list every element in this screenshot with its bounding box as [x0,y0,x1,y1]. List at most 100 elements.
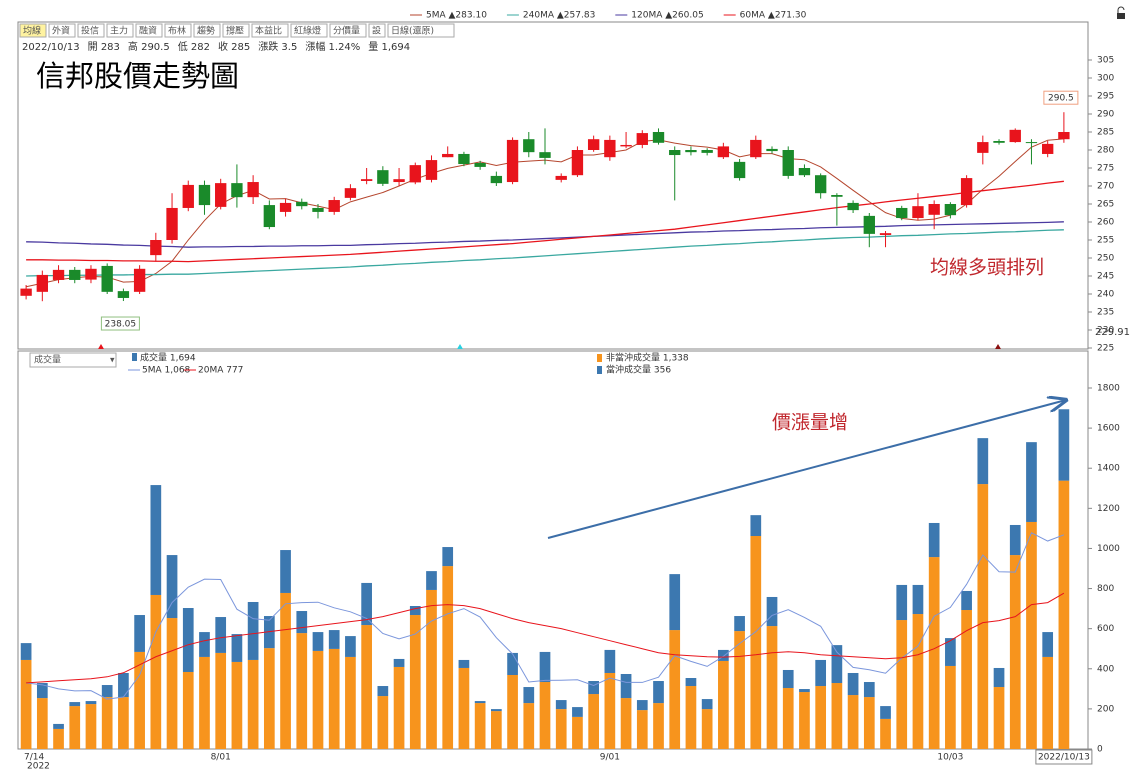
y-tick-label: 1400 [1097,464,1120,474]
volume-bar [20,659,32,749]
toolbar-button[interactable] [106,23,134,38]
volume-bar [685,686,697,749]
toolbar-label[interactable]: 設 [372,25,381,37]
volume-bar [296,633,308,749]
ma-line [26,229,1064,277]
volume-bar [1026,521,1037,749]
toolbar-button[interactable] [329,23,367,38]
y-tick-label: 600 [1097,624,1114,634]
toolbar-label[interactable]: 投信 [81,25,99,37]
volume-bar [474,701,486,704]
trend-arrow [547,400,1066,539]
volume-ma-line [26,592,1065,684]
candle-body [458,153,470,165]
candle-body [814,175,827,194]
max-marker: 290.5 [1048,94,1074,104]
x-label-box [1035,749,1093,765]
x-tick-label: 8/01 [211,753,231,763]
candle-body [182,184,194,208]
candle-body [604,139,616,158]
y-tick-label: 1800 [1097,384,1120,394]
volume-bar [636,700,648,711]
volume-bar [945,665,956,749]
volume-bar [782,669,794,689]
volume-bar [523,687,535,704]
volume-bar [799,692,810,749]
volume-bar [118,697,129,749]
volume-bar [912,584,924,615]
candle-body [847,202,859,211]
volume-bar [620,698,632,749]
y-tick-label: 285 [1097,128,1114,138]
volume-bar [442,547,454,567]
toolbar-button[interactable] [251,23,289,38]
toolbar-button[interactable] [290,23,328,38]
toolbar-label[interactable]: 趨勢 [197,25,215,37]
toolbar-label[interactable]: 紅綠燈 [294,25,321,37]
volume-bar [182,608,194,672]
volume-bar [85,704,97,749]
volume-bar [766,626,778,749]
toolbar-label[interactable]: 撐壓 [226,25,244,37]
info-text: 低 282 [178,40,210,53]
info-text: 開 283 [88,41,120,53]
toolbar-button[interactable] [48,23,76,38]
toolbar-label[interactable]: 外資 [52,25,70,37]
candle-body [636,133,648,145]
toolbar-label[interactable]: 日線(還原) [391,25,434,37]
volume-bar [669,574,681,631]
toolbar-label[interactable]: 布林 [168,25,186,37]
y-tick-label: 275 [1097,164,1114,174]
candle-body [912,206,924,219]
candle-body [701,150,713,153]
y-tick-label: 1200 [1097,504,1120,514]
volume-bar [199,656,210,749]
volume-bar [231,661,243,749]
toolbar-button[interactable] [222,23,250,38]
volume-bar [426,589,437,749]
selector-label[interactable]: 成交量 [34,354,61,366]
toolbar-button[interactable] [368,23,386,38]
volume-bar [199,632,210,657]
selector[interactable] [29,352,117,368]
volume-bar [993,667,1005,688]
candle-body [279,202,292,212]
toolbar-button[interactable] [135,23,163,38]
volume-bar [215,617,227,653]
volume-bar [1058,409,1070,481]
candle-body [1058,132,1070,140]
candle-body [52,269,65,280]
toolbar-label[interactable]: 本益比 [255,25,282,37]
candle-body [782,150,794,176]
toolbar-button[interactable] [387,23,455,38]
candle-body [1009,129,1021,143]
candle-body [101,265,113,292]
volume-bar [977,438,989,485]
toolbar-button[interactable] [164,23,192,38]
y-tick-label: 255 [1097,236,1114,246]
candle-body [133,268,146,292]
candle-body [69,269,81,280]
x-year-label: 2022 [27,762,50,770]
toolbar-button[interactable] [77,23,105,38]
info-text: 漲幅 1.24% [305,40,360,53]
toolbar-button[interactable] [193,23,221,38]
toolbar-label[interactable]: 分價量 [333,26,360,37]
toolbar-label[interactable]: 主力 [110,25,128,37]
candle-body [393,179,405,183]
volume-bar [912,614,924,749]
y-tick-label: 230 [1097,326,1114,336]
toolbar-label[interactable]: 均線 [23,25,41,37]
volume-bar [393,658,405,667]
volume-bar [766,596,778,627]
candle-body [685,150,697,153]
lock-icon[interactable] [1117,6,1125,14]
y-tick-label: 245 [1097,272,1114,282]
y-tick-label: 260 [1097,218,1114,228]
annotation: 均線多頭排列 [930,257,1044,279]
toolbar-label[interactable]: 融資 [139,25,157,37]
toolbar-button[interactable] [19,23,47,38]
volume-bar [507,652,518,675]
volume-bar [507,674,518,749]
legend-label: 非當沖成交量 1,338 [606,352,689,364]
